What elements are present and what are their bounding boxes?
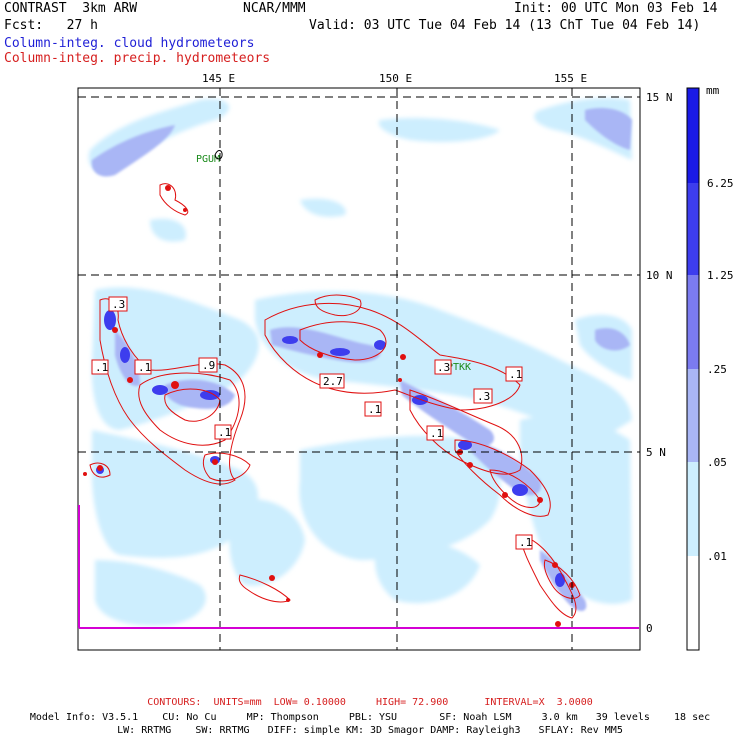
cloud-field-dense (96, 310, 565, 587)
lat-lon-grid (78, 88, 640, 650)
legend-swatch (687, 556, 699, 650)
contour-label: .1 (519, 536, 532, 549)
contour-label: .1 (95, 361, 108, 374)
lat-labels: 15 N 10 N 5 N 0 (646, 91, 673, 635)
legend-swatch (687, 183, 699, 275)
lat-label: 15 N (646, 91, 673, 104)
station-markers: PGUM PTKK (196, 150, 471, 373)
lat-label: 10 N (646, 269, 673, 282)
contour-label-group: .3 .1 .1 .9 .1 .1 2.7 .1 .3 .1 .3 .1 (91, 296, 533, 550)
contour-label: .1 (218, 426, 231, 439)
contour-label: .1 (368, 403, 381, 416)
precip-cores (83, 185, 575, 627)
station-ptkk: PTKK (447, 362, 471, 373)
field-precip-label: Column-integ. precip. hydrometeors (4, 51, 271, 66)
domain-boundary (78, 505, 639, 629)
init-time: Init: 00 UTC Mon 03 Feb 14 (514, 1, 718, 16)
contour-label: .1 (430, 427, 443, 440)
legend-level: .05 (707, 456, 727, 469)
legend-level: .25 (707, 363, 727, 376)
lon-label: 150 E (379, 72, 412, 85)
lon-labels: 145 E 150 E 155 E (202, 72, 587, 85)
lon-label: 155 E (554, 72, 587, 85)
model-info-line1: Model Info: V3.5.1 CU: No Cu MP: Thompso… (29, 712, 711, 723)
legend-level: .01 (707, 550, 727, 563)
contour-label: .3 (477, 390, 490, 403)
forecast-hour: Fcst: 27 h (4, 18, 98, 33)
legend-swatch (687, 369, 699, 462)
contour-label: .3 (437, 361, 450, 374)
lon-label: 145 E (202, 72, 235, 85)
contour-label: 2.7 (323, 375, 343, 388)
organization-label: NCAR/MMM (243, 1, 306, 16)
legend-swatch (687, 275, 699, 369)
contour-label: .1 (138, 361, 151, 374)
legend-level: 6.25 (707, 177, 734, 190)
lat-label: 5 N (646, 446, 666, 459)
model-title: CONTRAST 3km ARW (4, 1, 138, 16)
valid-time: Valid: 03 UTC Tue 04 Feb 14 (13 ChT Tue … (309, 18, 701, 33)
contour-info: CONTOURS: UNITS=mm LOW= 0.10000 HIGH= 72… (147, 697, 593, 708)
legend-unit: mm (706, 84, 720, 97)
color-legend: mm 6.25 1.25 .25 .05 .01 (686, 84, 734, 651)
model-info-line2: LW: RRTMG SW: RRTMG DIFF: simple KM: 3D … (117, 725, 623, 736)
contour-label: .9 (202, 359, 215, 372)
station-pgum: PGUM (196, 154, 220, 165)
legend-level: 1.25 (707, 269, 734, 282)
legend-swatch (687, 462, 699, 556)
field-cloud-label: Column-integ. cloud hydrometeors (4, 36, 255, 51)
cloud-field-medium (91, 108, 632, 612)
contour-label: .1 (509, 368, 522, 381)
lat-label: 0 (646, 622, 653, 635)
legend-swatch (687, 88, 699, 183)
contour-label: .3 (112, 298, 125, 311)
precip-contours (89, 183, 581, 619)
